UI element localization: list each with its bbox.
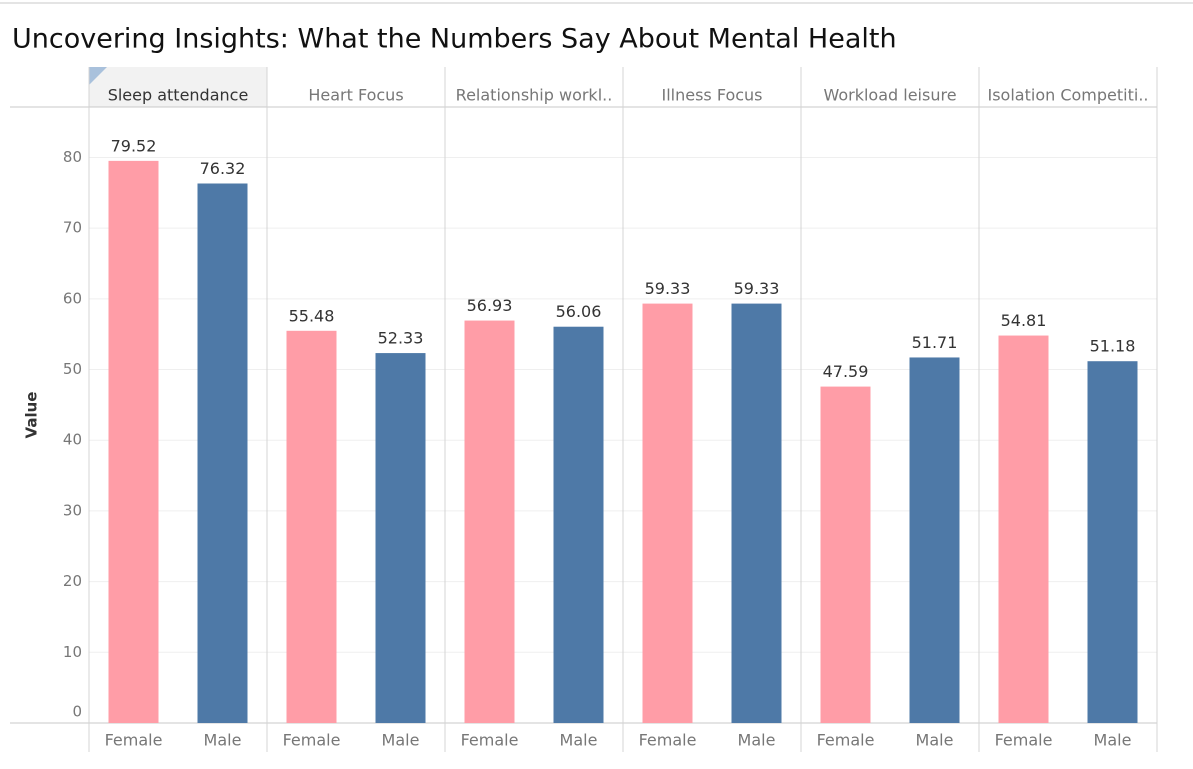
value-label: 51.18 bbox=[1090, 337, 1136, 356]
y-tick-label: 40 bbox=[63, 431, 82, 449]
y-tick-label: 60 bbox=[63, 289, 82, 307]
bar bbox=[553, 326, 604, 723]
x-tick-label: Female bbox=[461, 731, 519, 750]
x-tick-label: Female bbox=[105, 731, 163, 750]
value-label: 59.33 bbox=[645, 279, 691, 298]
bar bbox=[464, 320, 515, 723]
x-tick-label: Male bbox=[204, 731, 242, 750]
value-label: 55.48 bbox=[289, 306, 335, 325]
bar bbox=[820, 386, 871, 723]
y-tick-label: 10 bbox=[63, 643, 82, 661]
bar bbox=[197, 183, 248, 723]
x-tick-label: Male bbox=[916, 731, 954, 750]
x-tick-label: Female bbox=[817, 731, 875, 750]
panel-header: Relationship workl.. bbox=[456, 86, 613, 105]
bar bbox=[998, 335, 1049, 723]
x-tick-label: Male bbox=[738, 731, 776, 750]
x-tick-label: Male bbox=[382, 731, 420, 750]
panel-header: Sleep attendance bbox=[108, 86, 249, 105]
value-label: 47.59 bbox=[823, 362, 869, 381]
value-label: 59.33 bbox=[734, 279, 780, 298]
value-label: 52.33 bbox=[378, 329, 424, 348]
y-tick-label: 0 bbox=[72, 703, 82, 721]
x-tick-label: Female bbox=[995, 731, 1053, 750]
y-tick-label: 80 bbox=[63, 148, 82, 166]
value-label: 54.81 bbox=[1001, 311, 1047, 330]
y-tick-label: 20 bbox=[63, 572, 82, 590]
y-tick-label: 70 bbox=[63, 219, 82, 237]
value-label: 76.32 bbox=[200, 159, 246, 178]
y-axis-label: Value bbox=[23, 392, 41, 439]
bar bbox=[909, 357, 960, 723]
y-tick-label: 50 bbox=[63, 360, 82, 378]
value-label: 79.52 bbox=[111, 136, 157, 155]
value-label: 56.06 bbox=[556, 302, 602, 321]
header-highlight bbox=[89, 67, 267, 107]
chart-title: Uncovering Insights: What the Numbers Sa… bbox=[12, 24, 897, 55]
bar bbox=[286, 330, 337, 723]
panel-header: Heart Focus bbox=[308, 86, 403, 105]
value-label: 51.71 bbox=[912, 333, 958, 352]
header-corner bbox=[89, 67, 107, 85]
panel-header: Illness Focus bbox=[661, 86, 762, 105]
bar bbox=[375, 353, 426, 723]
panel-header: Workload leisure bbox=[823, 86, 956, 105]
x-tick-label: Female bbox=[283, 731, 341, 750]
bar bbox=[1087, 361, 1138, 723]
x-tick-label: Male bbox=[560, 731, 598, 750]
bar bbox=[731, 303, 782, 723]
value-label: 56.93 bbox=[467, 296, 513, 315]
bar bbox=[108, 160, 159, 723]
x-tick-label: Female bbox=[639, 731, 697, 750]
bar bbox=[642, 303, 693, 723]
y-tick-label: 30 bbox=[63, 501, 82, 519]
x-tick-label: Male bbox=[1094, 731, 1132, 750]
panel-header: Isolation Competiti.. bbox=[988, 86, 1149, 105]
